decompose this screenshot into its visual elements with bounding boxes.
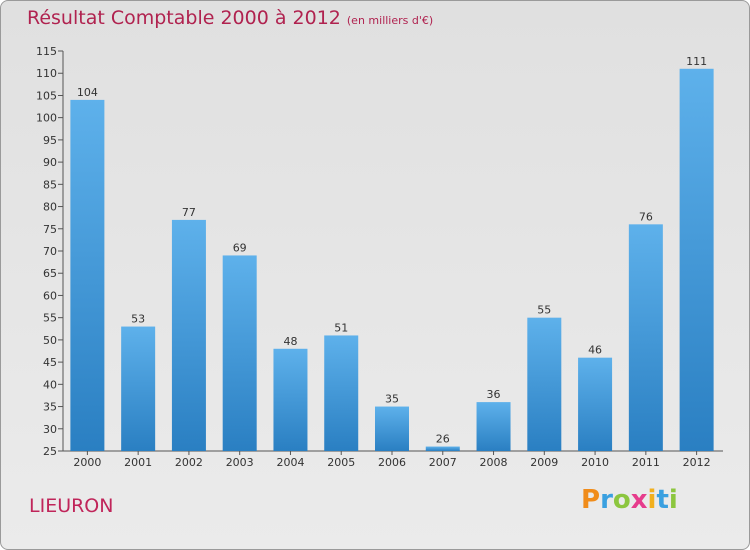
y-tick-label: 60 [43, 289, 57, 302]
x-tick-label: 2001 [124, 456, 152, 469]
x-tick-label: 2000 [73, 456, 101, 469]
y-tick-label: 55 [43, 312, 57, 325]
y-tick-label: 35 [43, 401, 57, 414]
logo-letter: r [600, 485, 613, 515]
data-label: 46 [588, 344, 602, 357]
x-tick-label: 2011 [632, 456, 660, 469]
x-tick-label: 2006 [378, 456, 406, 469]
bar [70, 99, 105, 451]
y-tick-label: 115 [36, 45, 57, 58]
bar [628, 224, 663, 451]
x-tick-label: 2008 [480, 456, 508, 469]
y-tick-label: 65 [43, 267, 57, 280]
bars [70, 68, 714, 452]
logo-letter: i [647, 485, 657, 515]
x-tick-label: 2010 [581, 456, 609, 469]
y-tick-label: 85 [43, 178, 57, 191]
y-tick-label: 95 [43, 134, 57, 147]
bar [324, 335, 359, 451]
proxiti-logo: Proxiti [581, 485, 678, 515]
data-label: 51 [334, 321, 348, 334]
data-label: 55 [537, 304, 551, 317]
x-tick-label: 2009 [530, 456, 558, 469]
y-tick-label: 110 [36, 67, 57, 80]
logo-letter: i [668, 485, 678, 515]
y-tick-label: 80 [43, 201, 57, 214]
x-tick-label: 2005 [327, 456, 355, 469]
value-labels: 104 53 77 69 48 51 35 26 36 55 46 76 111 [77, 55, 707, 446]
bar [476, 402, 511, 451]
data-label: 77 [182, 206, 196, 219]
y-tick-label: 90 [43, 156, 57, 169]
logo-letter: o [612, 485, 631, 515]
x-tick-label: 2002 [175, 456, 203, 469]
y-tick-label: 45 [43, 356, 57, 369]
bar [273, 348, 308, 451]
commune-name: LIEURON [29, 495, 114, 517]
bar [578, 357, 613, 451]
x-tick-label: 2007 [429, 456, 457, 469]
x-tick-label: 2012 [683, 456, 711, 469]
title-text: Résultat Comptable 2000 à 2012 [27, 7, 341, 29]
data-label: 69 [233, 241, 247, 254]
data-label: 76 [639, 210, 653, 223]
bar [171, 219, 206, 451]
y-tick-label: 75 [43, 223, 57, 236]
data-label: 26 [436, 433, 450, 446]
y-tick-label: 70 [43, 245, 57, 258]
data-label: 53 [131, 313, 145, 326]
y-tick-label: 25 [43, 445, 57, 458]
logo-letter: P [581, 485, 601, 515]
y-tick-label: 100 [36, 112, 57, 125]
data-label: 48 [283, 335, 297, 348]
y-tick-label: 105 [36, 89, 57, 102]
y-tick-label: 30 [43, 423, 57, 436]
y-tick-label: 50 [43, 334, 57, 347]
x-tick-label: 2003 [226, 456, 254, 469]
bar [375, 406, 409, 451]
chart-title: Résultat Comptable 2000 à 2012 (en millie… [27, 7, 433, 29]
x-tick-label: 2004 [276, 456, 304, 469]
data-label: 111 [686, 55, 707, 68]
data-label: 104 [77, 86, 98, 99]
logo-letter: t [656, 485, 669, 515]
bar [679, 68, 714, 452]
axes: 25 30 35 40 45 50 55 60 65 70 75 80 85 90 95 100 105 110 1… [36, 45, 723, 469]
logo-letter: x [630, 485, 648, 515]
subtitle-text: (en milliers d'€) [346, 14, 434, 27]
data-label: 36 [487, 388, 501, 401]
y-tick-label: 40 [43, 378, 57, 391]
bar [121, 326, 156, 451]
bar [222, 255, 257, 451]
bar [527, 317, 562, 451]
data-label: 35 [385, 393, 399, 406]
bar [425, 446, 460, 451]
